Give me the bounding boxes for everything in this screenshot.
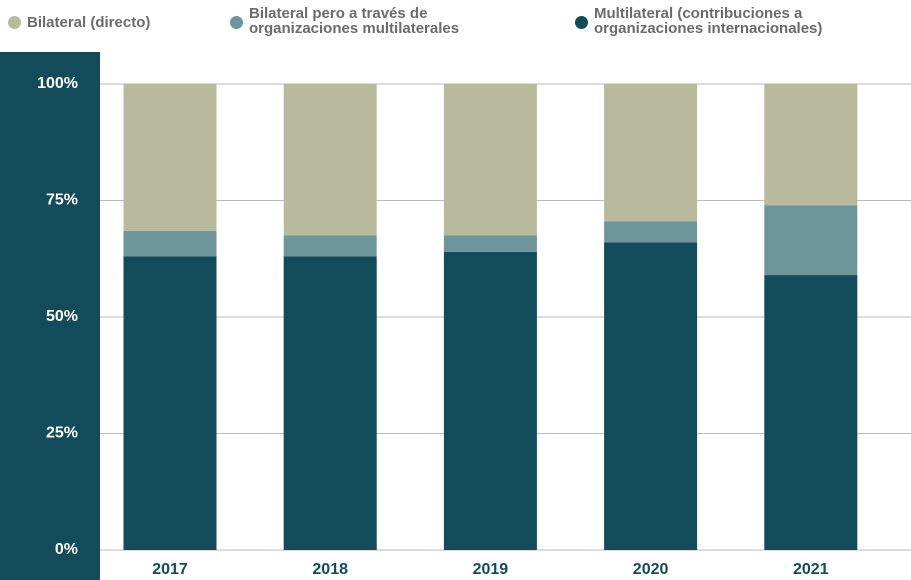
x-tick-label: 2019 [473, 561, 509, 578]
y-tick-label: 100% [37, 75, 78, 92]
y-tick-label: 25% [46, 425, 78, 442]
bar-segment [764, 275, 858, 550]
legend-label: Bilateral (directo) [27, 14, 151, 31]
legend-label: Bilateral pero a través de organizacione… [249, 5, 460, 37]
bar-segment [283, 84, 377, 236]
x-tick-label: 2020 [633, 561, 669, 578]
bar-segment [443, 251, 537, 550]
x-tick-label: 2018 [312, 561, 348, 578]
axis-panel [0, 52, 100, 580]
y-tick-label: 75% [46, 192, 78, 209]
bar-segment [604, 221, 698, 243]
bar-segment [123, 84, 217, 231]
bar-segment [604, 84, 698, 222]
x-tick-label: 2021 [793, 561, 829, 578]
bar-segment [283, 235, 377, 257]
y-tick-label: 0% [55, 541, 78, 558]
x-tick-label: 2017 [152, 561, 188, 578]
bar-segment [604, 242, 698, 550]
legend-item: Bilateral pero a través de organizacione… [230, 6, 524, 36]
bar-segment [123, 256, 217, 550]
bar-segment [283, 256, 377, 550]
legend-swatch [8, 16, 21, 29]
legend-item: Multilateral (contribuciones a organizac… [575, 6, 894, 36]
bar-segment [443, 84, 537, 236]
bar-segment [443, 235, 537, 252]
legend-item: Bilateral (directo) [8, 6, 227, 30]
legend-swatch [575, 16, 588, 29]
legend-label: Multilateral (contribuciones a organizac… [594, 5, 823, 37]
legend-swatch [230, 16, 243, 29]
bar-segment [123, 230, 217, 257]
bar-segment [764, 205, 858, 276]
y-tick-label: 50% [46, 308, 78, 325]
bar-segment [764, 84, 858, 206]
